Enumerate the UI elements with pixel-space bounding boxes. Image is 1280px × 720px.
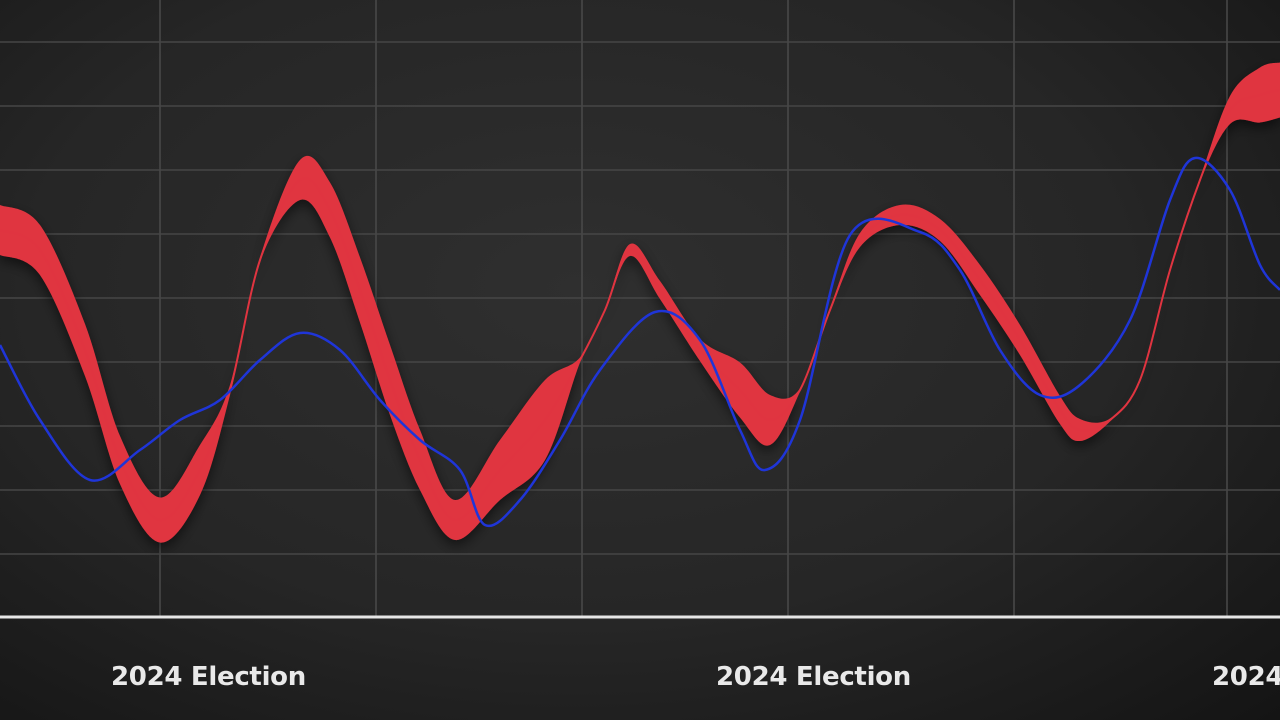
plot-area [0,62,1280,543]
series-blue-line [0,156,1280,528]
x-tick-label: 2024 Election [111,662,306,692]
grid-lines [0,0,1280,617]
x-tick-label: 2024 Election [716,662,911,692]
series-red-ribbon [0,62,1280,543]
series-red-line [0,89,1280,521]
x-tick-label: 2024 [1212,662,1280,692]
